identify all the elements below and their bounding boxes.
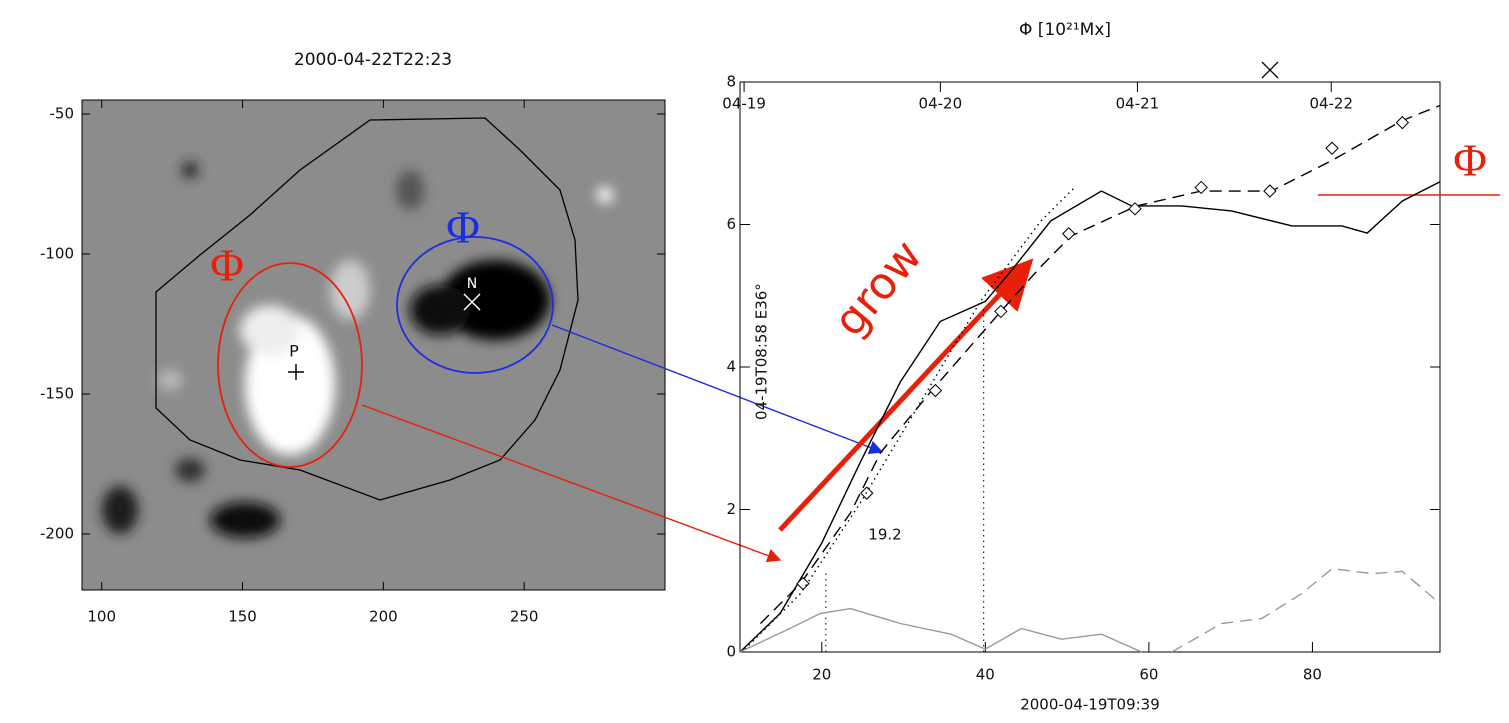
y-tick-label: 0 <box>726 643 736 661</box>
y-axis-label: 04-19T08:58 E36° <box>753 283 771 420</box>
diamond-marker <box>928 383 943 398</box>
x2-tick-label: 04-20 <box>919 95 963 113</box>
annotation: P <box>289 342 299 361</box>
p-marker <box>288 364 304 380</box>
diamond-marker <box>1062 227 1076 241</box>
y-tick-label: 2 <box>726 500 736 518</box>
annotation: Φ <box>1453 135 1487 186</box>
annotation: 19.2 <box>868 526 901 544</box>
image-frame <box>81 99 666 591</box>
image-title: 2000-04-22T22:23 <box>294 50 452 70</box>
x-tick-label: 200 <box>369 608 398 626</box>
link-arrow <box>361 404 782 563</box>
growth-arrow <box>778 258 1034 532</box>
x-tick-label: 40 <box>976 666 995 684</box>
x-tick-label: 80 <box>1303 666 1322 684</box>
link-arrow <box>551 324 884 455</box>
y-tick-label: -100 <box>40 245 74 263</box>
y-tick-label: -200 <box>40 525 74 543</box>
y-tick-label: 6 <box>726 215 736 233</box>
diamond-marker <box>1263 184 1277 198</box>
x2-axis-label: Φ [10²¹Mx] <box>1019 20 1111 40</box>
annotation: Φ <box>446 202 480 253</box>
y-tick-label: 8 <box>726 73 736 91</box>
diamond-marker <box>1128 202 1142 216</box>
negative-region <box>396 236 554 374</box>
x2-tick-label: 04-19 <box>722 95 766 113</box>
magnetogram <box>82 100 665 590</box>
diamond-marker <box>1194 180 1208 195</box>
annotation: grow <box>824 231 932 346</box>
series-line <box>1171 567 1441 653</box>
series-line <box>739 181 1441 653</box>
x-axis-label: 2000-04-19T09:39 <box>1020 696 1160 714</box>
x2-tick-label: 04-21 <box>1116 95 1160 113</box>
x-tick-label: 20 <box>812 666 831 684</box>
diamond-marker <box>1395 115 1410 130</box>
y-tick-label: 4 <box>726 358 736 376</box>
x-tick-label: 60 <box>1139 666 1158 684</box>
x2-tick-label: 04-22 <box>1309 95 1353 113</box>
series-line <box>739 607 1142 653</box>
diamond-marker <box>1325 141 1339 155</box>
diamond-marker <box>994 304 1008 319</box>
annotation: N <box>467 276 477 292</box>
cross-marker <box>1261 61 1279 79</box>
y-tick-label: -50 <box>50 105 75 123</box>
diamond-marker <box>796 576 810 591</box>
plot-frame <box>739 81 1441 653</box>
x-tick-label: 100 <box>87 608 116 626</box>
n-marker <box>463 293 481 311</box>
annotation: Φ <box>210 240 244 291</box>
x-tick-label: 150 <box>228 608 257 626</box>
y-tick-label: -150 <box>40 385 74 403</box>
positive-region <box>217 262 363 468</box>
x-tick-label: 250 <box>510 608 539 626</box>
series-line <box>759 104 1441 624</box>
